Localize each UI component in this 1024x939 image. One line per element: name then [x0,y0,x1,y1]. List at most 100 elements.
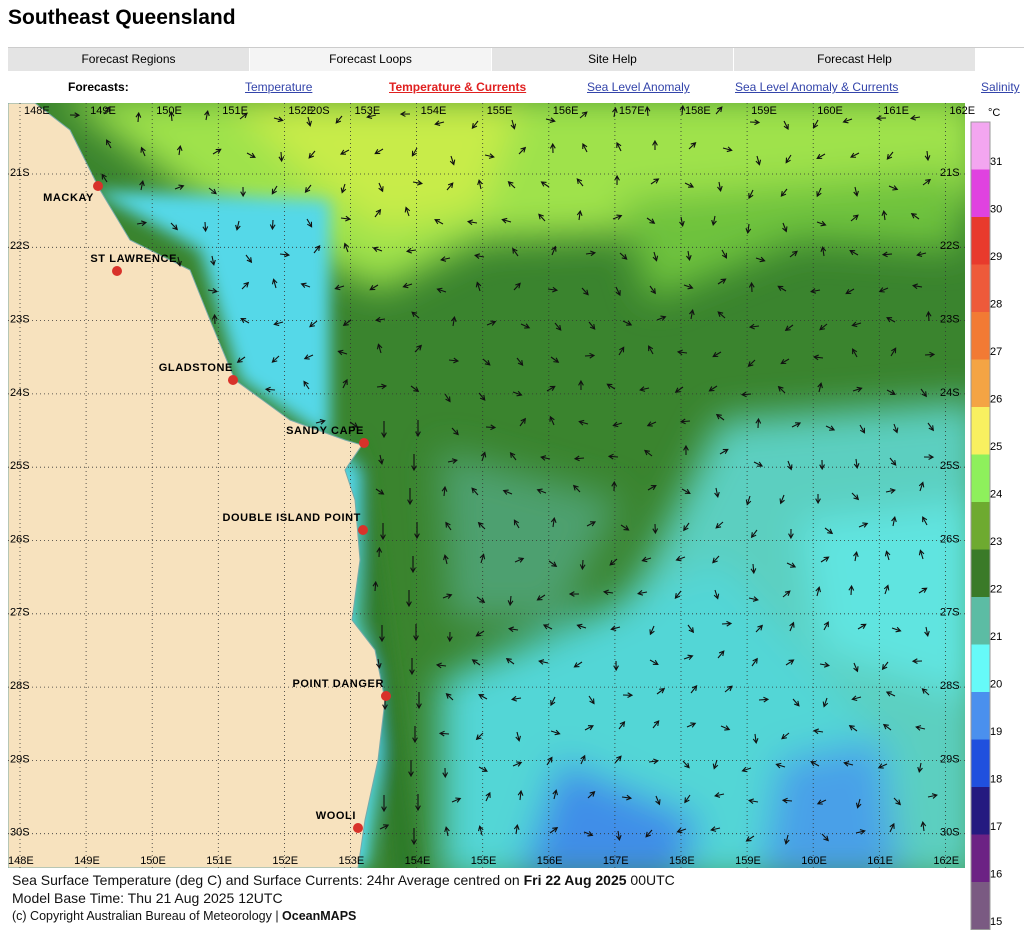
lon-label: 149E [74,855,100,867]
current-arrow [820,556,830,563]
current-arrow [748,596,759,602]
caption-line: (c) Copyright Australian Bureau of Meteo… [12,909,356,923]
link[interactable]: Temperature & Currents [389,80,527,94]
current-arrow [819,662,830,668]
current-arrow [614,755,622,764]
current-arrow [748,323,760,330]
current-arrow [279,251,291,258]
tab[interactable]: Forecast Regions [8,48,250,71]
current-arrow [540,455,551,461]
link[interactable]: Salinity [981,80,1020,94]
current-arrow [406,590,412,608]
colorbar-swatch [971,169,990,217]
current-arrow [576,178,584,187]
current-arrow [717,650,725,659]
current-arrow [451,797,462,803]
current-arrow [649,659,659,666]
tab-bar: Forecast Regions Forecast Loops Site Hel… [8,47,1024,71]
tab[interactable]: Forecast Loops [250,48,492,71]
current-arrow [411,454,417,472]
current-arrow [684,182,695,188]
current-arrow [502,489,513,495]
current-arrow [714,792,725,798]
current-arrow [548,560,558,567]
current-arrow [587,791,596,799]
link[interactable]: Sea Level Anomaly & Currents [735,80,899,94]
current-arrow [545,117,556,123]
current-arrow [542,624,553,630]
current-arrow [852,348,858,358]
current-arrow [379,625,385,643]
current-arrow [408,760,414,778]
current-arrow [475,732,484,741]
caption-line: Model Base Time: Thu 21 Aug 2025 12UTC [12,890,283,906]
current-arrow [683,522,690,532]
colorbar-swatch [971,739,990,787]
current-arrow [877,763,888,769]
lon-label: 159E [735,855,761,867]
lon-label: 156E [553,105,579,117]
current-arrow [683,444,689,456]
colorbar-label: 27 [990,346,1002,358]
current-arrow [755,417,762,429]
current-arrow [239,112,248,120]
current-arrow [714,487,720,498]
current-arrow [447,458,458,464]
current-arrow [755,624,764,633]
lat-label: 23S [10,314,30,326]
current-arrow [647,484,657,491]
colorbar-swatch [971,312,990,360]
current-arrow [578,419,589,426]
lon-label: 154E [405,855,431,867]
current-arrow [851,321,862,328]
current-arrow [445,693,454,701]
current-arrow [655,795,661,806]
colorbar-unit: °C [988,107,1000,119]
current-arrow [536,594,546,601]
current-arrow [337,349,348,356]
current-arrow [676,827,687,834]
colorbar-swatch [971,787,990,835]
current-arrow [549,415,555,426]
link[interactable]: Sea Level Anomaly [587,80,690,94]
current-arrow [480,451,487,462]
current-arrow [752,733,759,745]
current-arrow [816,187,822,198]
current-arrow [890,347,897,357]
current-arrow [271,185,278,195]
forecast-links: Forecasts: Temperature Temperature & Cur… [8,76,1024,98]
current-arrow [715,413,725,421]
link[interactable]: Temperature [245,80,313,94]
current-arrow [308,150,316,159]
current-arrow [573,661,583,668]
place-marker [381,691,391,701]
colorbar-label: 17 [990,821,1002,833]
current-arrow [688,142,697,150]
current-arrow [551,245,557,256]
current-arrow [652,720,660,729]
current-arrow [552,789,558,800]
current-arrow [842,117,853,124]
tab[interactable]: Site Help [492,48,734,71]
place-marker [359,438,369,448]
current-arrow [478,766,488,772]
current-arrow [792,698,800,707]
tab[interactable]: Forecast Help [734,48,976,71]
lat-label: 30S [940,827,960,839]
current-arrow [618,720,626,730]
current-arrow [538,213,546,222]
current-arrow [235,220,241,231]
current-arrow [918,587,928,594]
caption-line: Sea Surface Temperature (deg C) and Surf… [12,872,675,888]
current-arrow [174,184,185,190]
current-arrow [207,287,219,294]
current-arrow [717,181,723,192]
lon-label: 157E [603,855,629,867]
current-arrow [415,420,421,438]
current-arrow [550,696,556,707]
current-arrow [610,625,621,632]
current-arrow [748,189,754,200]
current-arrow [380,523,386,541]
current-arrow [750,529,758,539]
current-arrow [712,555,720,564]
